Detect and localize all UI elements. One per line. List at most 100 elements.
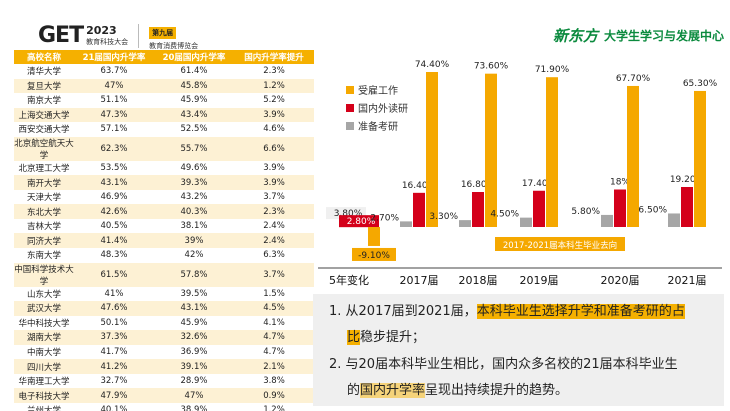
table-header-1: 21届国内升学率 bbox=[74, 50, 154, 64]
table-cell: 6.6% bbox=[234, 136, 314, 161]
table-row: 同济大学 41.4% 39% 2.4% bbox=[14, 233, 314, 249]
table-cell: 南开大学 bbox=[14, 175, 74, 190]
table-cell: 45.9% bbox=[154, 315, 234, 331]
table-cell: 6.3% bbox=[234, 248, 314, 263]
logo-subtitle: 教育科技大会 bbox=[86, 37, 129, 46]
table-cell: 55.7% bbox=[154, 136, 234, 161]
table-cell: 电子科技大学 bbox=[14, 388, 74, 403]
bar-1-2 bbox=[472, 192, 484, 227]
table-row: 武汉大学 47.6% 43.1% 4.5% bbox=[14, 301, 314, 316]
table-cell: 4.5% bbox=[234, 301, 314, 316]
table-cell: 1.5% bbox=[234, 286, 314, 302]
table-row: 四川大学 41.2% 39.1% 2.1% bbox=[14, 359, 314, 374]
bar-2-4 bbox=[601, 214, 613, 227]
table-cell: 2.1% bbox=[234, 359, 314, 374]
data-label-0-2: 73.60% bbox=[474, 62, 509, 72]
table-cell: 63.7% bbox=[74, 64, 154, 79]
table-cell: 39.3% bbox=[154, 175, 234, 190]
get-logo: GET 2023 教育科技大会 第九届 教育消费博览会 bbox=[38, 20, 198, 51]
table-cell: 山东大学 bbox=[14, 286, 74, 302]
data-label-2-4: 5.80% bbox=[571, 207, 600, 217]
table-cell: 45.8% bbox=[154, 78, 234, 94]
table-cell: 湖南大学 bbox=[14, 330, 74, 345]
logo-divider bbox=[138, 23, 140, 48]
table-cell: 华南理工大学 bbox=[14, 373, 74, 389]
table-row: 中南大学 41.7% 36.9% 4.7% bbox=[14, 344, 314, 360]
data-label-0-4: 67.70% bbox=[616, 74, 651, 84]
table-row: 清华大学 63.7% 61.4% 2.3% bbox=[14, 64, 314, 79]
table-cell: 2.3% bbox=[234, 64, 314, 79]
brand-logo: 新东方 bbox=[553, 27, 599, 45]
table-cell: 61.4% bbox=[154, 64, 234, 79]
expo-name: 教育消费博览会 bbox=[149, 42, 199, 50]
x-tick-label: 2019届 bbox=[520, 274, 559, 287]
data-label-2-5: 6.50% bbox=[638, 205, 667, 215]
table-cell: 兰州大学 bbox=[14, 402, 74, 411]
table-cell: 3.8% bbox=[234, 373, 314, 389]
x-tick-label: 2021届 bbox=[668, 274, 707, 287]
data-label-2-0: 3.80% bbox=[334, 209, 363, 219]
table-cell: 47.3% bbox=[74, 107, 154, 123]
table-cell: 3.9% bbox=[234, 107, 314, 123]
table-cell: 39.5% bbox=[154, 286, 234, 302]
table-row: 华南理工大学 32.7% 28.9% 3.8% bbox=[14, 373, 314, 389]
table-row: 北京理工大学 53.5% 49.6% 3.9% bbox=[14, 160, 314, 176]
table-cell: 46.9% bbox=[74, 189, 154, 205]
table-row: 复旦大学 47% 45.8% 1.2% bbox=[14, 78, 314, 94]
note-1-line2: 比稳步提升； bbox=[347, 325, 425, 351]
table-row: 兰州大学40.1%38.9%1.2% bbox=[14, 402, 314, 411]
note-2-line2-prefix: 的 bbox=[347, 383, 361, 398]
data-label-2-1: 2.70% bbox=[370, 213, 399, 223]
table-cell: 62.3% bbox=[74, 136, 154, 161]
table-cell: 天津大学 bbox=[14, 189, 74, 205]
note-1-prefix: 1. 从2017届到2021届， bbox=[329, 304, 477, 319]
table-cell: 43.1% bbox=[154, 301, 234, 316]
table-cell: 4.1% bbox=[234, 315, 314, 331]
table-cell: 36.9% bbox=[154, 344, 234, 360]
table-cell: 50.1% bbox=[74, 315, 154, 331]
table-cell: 47% bbox=[154, 388, 234, 403]
table-cell: 41% bbox=[74, 286, 154, 302]
note-2-line2: 的国内升学率呈现出持续提升的趋势。 bbox=[347, 378, 568, 404]
table-cell: 同济大学 bbox=[14, 233, 74, 249]
table-cell: 57.1% bbox=[74, 122, 154, 137]
table-cell: 32.7% bbox=[74, 373, 154, 389]
note-2: 2. 与20届本科毕业生相比，国内众多名校的21届本科毕业生 bbox=[329, 352, 678, 378]
table-row: 山东大学 41% 39.5% 1.5% bbox=[14, 286, 314, 302]
logo-year: 2023 bbox=[86, 23, 117, 37]
table-cell: 3.7% bbox=[234, 189, 314, 205]
table-cell: 0.9% bbox=[234, 388, 314, 403]
table-cell: 4.7% bbox=[234, 344, 314, 360]
data-label-1-3: 17.40% bbox=[522, 179, 557, 189]
table-row: 南京大学 51.1% 45.9% 5.2% bbox=[14, 93, 314, 108]
table-row: 南开大学 43.1% 39.3% 3.9% bbox=[14, 175, 314, 190]
table-row: 吉林大学 40.5% 38.1% 2.4% bbox=[14, 218, 314, 234]
data-label-0-3: 71.90% bbox=[535, 65, 570, 75]
data-label-2-3: 4.50% bbox=[490, 210, 519, 220]
legend-label-1: 国内外读研 bbox=[358, 102, 408, 115]
table-cell: 4.7% bbox=[234, 330, 314, 345]
bar-1-4 bbox=[614, 189, 626, 227]
table-cell: 复旦大学 bbox=[14, 78, 74, 94]
table-row: 西安交通大学 57.1% 52.5% 4.6% bbox=[14, 122, 314, 137]
table-cell: 49.6% bbox=[154, 160, 234, 176]
table-header-0: 高校名称 bbox=[14, 50, 74, 64]
table-row: 北京航空航天大学 62.3% 55.7% 6.6% bbox=[14, 136, 314, 161]
bar-2-3 bbox=[520, 217, 532, 227]
table-cell: 40.1% bbox=[74, 402, 154, 411]
table-cell: 47% bbox=[74, 78, 154, 94]
table-header-row: 高校名称 21届国内升学率 20届国内升学率 国内升学率提升 bbox=[14, 50, 314, 64]
note-1: 1. 从2017届到2021届，本科毕业生选择升学和准备考研的占 bbox=[329, 299, 685, 325]
university-table: 高校名称 21届国内升学率 20届国内升学率 国内升学率提升 清华大学 63.7% 61.… bbox=[14, 50, 314, 411]
table-cell: 3.9% bbox=[234, 160, 314, 176]
table-cell: 清华大学 bbox=[14, 64, 74, 79]
bar-0-2 bbox=[485, 73, 497, 228]
table-row: 上海交通大学 47.3% 43.4% 3.9% bbox=[14, 107, 314, 123]
legend-swatch-2 bbox=[346, 122, 354, 130]
bar-1-5 bbox=[681, 187, 693, 227]
note-1-highlight: 本科毕业生选择升学和准备考研的占 bbox=[476, 304, 685, 319]
table-cell: 39.1% bbox=[154, 359, 234, 374]
x-tick-label: 5年变化 bbox=[329, 273, 369, 287]
table-row: 东南大学 48.3% 42% 6.3% bbox=[14, 248, 314, 263]
